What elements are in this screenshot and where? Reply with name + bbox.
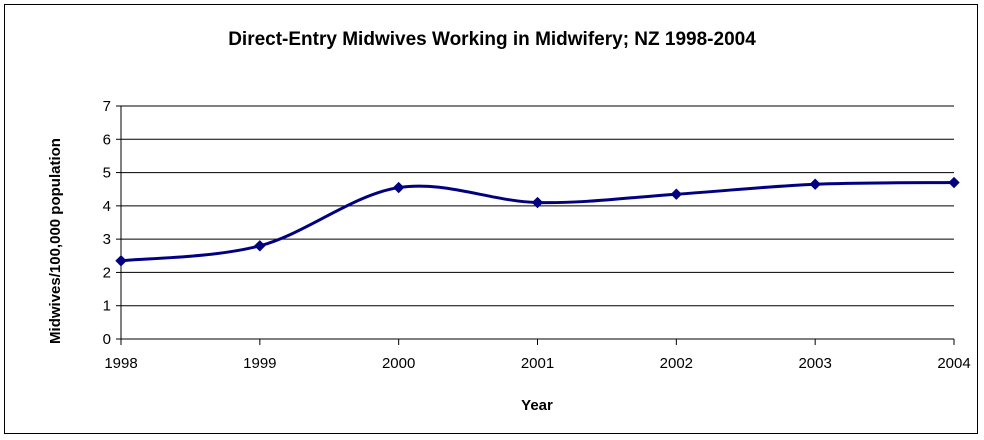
- y-tick-label: 6: [103, 131, 111, 148]
- y-tick-label: 3: [103, 231, 111, 248]
- data-point-marker: [948, 176, 960, 189]
- y-tick-label: 5: [103, 165, 111, 182]
- y-tick-label: 0: [103, 331, 111, 348]
- x-tick-label: 2002: [660, 355, 693, 372]
- x-tick-label: 2000: [382, 355, 415, 372]
- y-tick-label: 1: [103, 298, 111, 315]
- data-point-marker: [115, 255, 127, 267]
- y-tick-label: 2: [103, 264, 111, 281]
- chart-frame: [4, 4, 978, 434]
- data-point-marker: [531, 196, 544, 209]
- y-tick-label: 7: [103, 98, 111, 115]
- series-line: [120, 181, 955, 263]
- x-tick-label: 1999: [243, 355, 276, 372]
- data-point-marker: [392, 181, 405, 194]
- data-point-marker: [809, 178, 821, 190]
- y-tick-label: 4: [103, 198, 111, 215]
- x-axis-title: Year: [521, 397, 553, 414]
- x-tick-label: 2004: [937, 355, 970, 372]
- chart-title: Direct-Entry Midwives Working in Midwife…: [228, 29, 756, 50]
- x-tick-label: 1998: [104, 355, 137, 372]
- data-point-marker: [670, 188, 683, 200]
- data-point-marker: [254, 240, 266, 252]
- x-tick-label: 2003: [798, 355, 831, 372]
- x-tick-label: 2001: [521, 355, 554, 372]
